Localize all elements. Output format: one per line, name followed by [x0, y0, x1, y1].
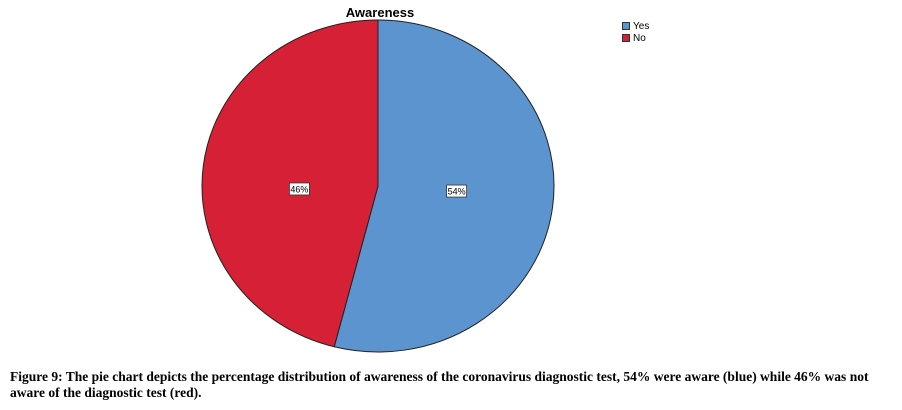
legend: Yes No [622, 20, 649, 44]
legend-swatch-yes [622, 22, 630, 30]
svg-text:46%: 46% [290, 184, 308, 194]
legend-item-no: No [622, 32, 649, 44]
legend-label-yes: Yes [633, 20, 650, 32]
figure-caption: Figure 9: The pie chart depicts the perc… [10, 369, 869, 400]
chart-title: Awareness [345, 5, 415, 20]
legend-swatch-no [622, 34, 630, 42]
pie-chart: Awareness 54% 46% Yes No [201, 5, 649, 353]
data-label-yes: 54% [446, 184, 467, 198]
data-label-no: 46% [289, 182, 310, 196]
pie-slice-yes [333, 19, 555, 353]
pie-chart-canvas: 54% 46% [201, 19, 555, 353]
legend-item-yes: Yes [622, 20, 649, 32]
svg-text:54%: 54% [448, 187, 466, 197]
legend-label-no: No [633, 32, 646, 44]
